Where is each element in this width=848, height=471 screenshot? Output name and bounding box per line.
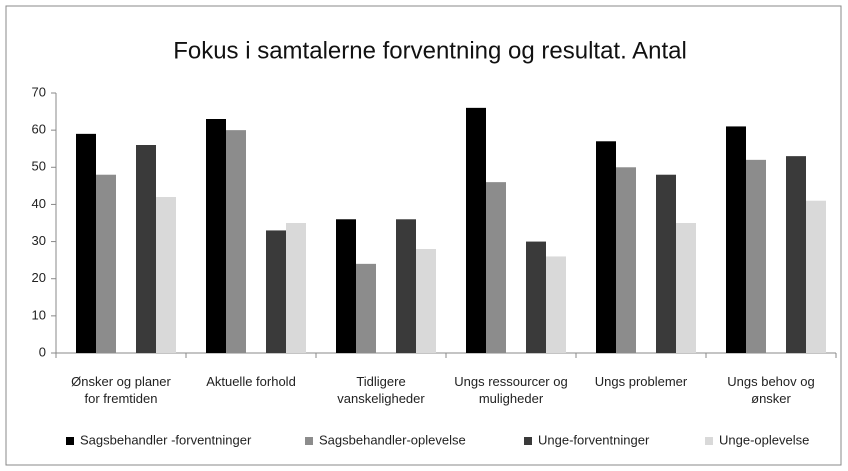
legend-swatch (524, 437, 532, 445)
bar (596, 141, 616, 353)
bar (226, 130, 246, 353)
legend-label: Sagsbehandler-oplevelse (319, 432, 466, 447)
bar (96, 174, 116, 353)
legend-swatch (66, 437, 74, 445)
bar (526, 241, 546, 353)
y-tick-label: 70 (32, 84, 46, 99)
bar (546, 256, 566, 353)
y-tick-label: 30 (32, 233, 46, 248)
x-tick-label: Ungs behov og ønsker (727, 374, 815, 406)
legend-label: Unge-forventninger (538, 432, 650, 447)
legend-swatch (305, 437, 313, 445)
bar (726, 126, 746, 353)
bar (466, 107, 486, 353)
bar (806, 200, 826, 353)
bar (156, 197, 176, 353)
bar (336, 219, 356, 353)
y-tick-label: 10 (32, 307, 46, 322)
y-tick-label: 0 (39, 344, 46, 359)
x-tick-label: Ungs problemer (594, 374, 688, 389)
legend-swatch (705, 437, 713, 445)
y-tick-label: 20 (32, 270, 46, 285)
legend-label: Sagsbehandler -forventninger (80, 432, 252, 447)
bar (266, 230, 286, 353)
y-tick-label: 40 (32, 196, 46, 211)
x-tick-label: Ungs ressourcer og muligheder (454, 374, 568, 406)
bar (396, 219, 416, 353)
y-tick-label: 60 (32, 122, 46, 137)
bar (786, 156, 806, 353)
y-tick-label: 50 (32, 159, 46, 174)
bar (356, 263, 376, 353)
x-tick-label: Aktuelle forhold (206, 374, 296, 389)
bar (616, 167, 636, 353)
x-tick-label: Ønsker og planer for fremtiden (71, 374, 171, 406)
bar (416, 249, 436, 353)
chart-title: Fokus i samtalerne forventning og result… (173, 37, 687, 64)
bar (676, 223, 696, 353)
bar (746, 159, 766, 353)
bar (206, 119, 226, 353)
x-tick-label: Tidligere vanskeligheder (337, 374, 425, 406)
bar (136, 145, 156, 353)
bar (656, 174, 676, 353)
bar (486, 182, 506, 353)
bar (286, 223, 306, 353)
bar (76, 133, 96, 353)
legend-label: Unge-oplevelse (719, 432, 809, 447)
